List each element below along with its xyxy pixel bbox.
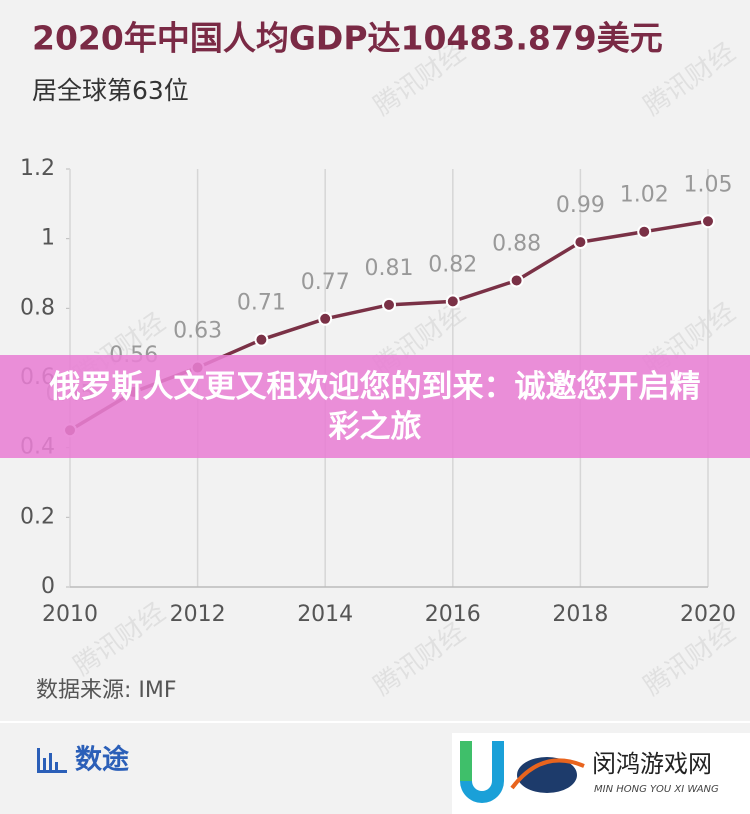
watermark: 腾讯财经 (369, 617, 471, 701)
data-label: 0.88 (492, 231, 541, 256)
data-label: 0.77 (301, 270, 350, 295)
brand-pinyin: MIN HONG YOU XI WANG (594, 784, 719, 795)
source-note: 数据来源: IMF (36, 678, 177, 703)
data-label: 0.81 (365, 256, 414, 281)
brand-svg: 闵鸿游戏网 MIN HONG YOU XI WANG (460, 741, 719, 803)
brand-box: 闵鸿游戏网 MIN HONG YOU XI WANG (452, 733, 750, 814)
data-point (318, 311, 333, 326)
chart-title: 2020年中国人均GDP达10483.879美元 (32, 19, 663, 58)
brand-logo-arc (510, 758, 585, 790)
data-point (254, 332, 269, 347)
data-label: 0.63 (173, 319, 222, 344)
watermark: 腾讯财经 (639, 617, 741, 701)
x-tick-label: 2018 (552, 602, 608, 627)
y-tick-label: 1 (41, 226, 55, 251)
data-point (445, 294, 460, 309)
data-label: 1.05 (684, 172, 733, 197)
data-point (573, 235, 588, 250)
logo-text: 数途 (75, 744, 130, 776)
data-label: 1.02 (620, 183, 669, 208)
data-label: 0.71 (237, 291, 286, 316)
brand-name: 闵鸿游戏网 (592, 750, 712, 778)
y-tick-label: 0.8 (20, 295, 55, 320)
x-tick-label: 2016 (425, 602, 481, 627)
data-point (509, 273, 524, 288)
brand-logo-bar (460, 741, 472, 781)
chart-subtitle: 居全球第63位 (32, 76, 189, 105)
y-tick-label: 0.2 (20, 504, 55, 529)
y-tick-label: 1.2 (20, 156, 55, 181)
x-tick-label: 2020 (680, 602, 736, 627)
brand-logo-pad (517, 757, 577, 793)
overlay-text: 俄罗斯人文更又租欢迎您的到来：诚邀您开启精彩之旅 (49, 368, 701, 445)
data-point (382, 297, 396, 312)
data-point (637, 224, 652, 239)
overlay-banner: 俄罗斯人文更又租欢迎您的到来：诚邀您开启精彩之旅 (0, 355, 750, 458)
data-label: 0.82 (428, 252, 477, 277)
y-tick-label: 0 (41, 574, 55, 599)
logo-icon (37, 748, 67, 773)
x-tick-label: 2012 (170, 602, 226, 627)
x-tick-label: 2010 (42, 602, 98, 627)
data-label: 0.99 (556, 193, 605, 218)
x-tick-label: 2014 (297, 602, 353, 627)
data-point (701, 214, 715, 229)
